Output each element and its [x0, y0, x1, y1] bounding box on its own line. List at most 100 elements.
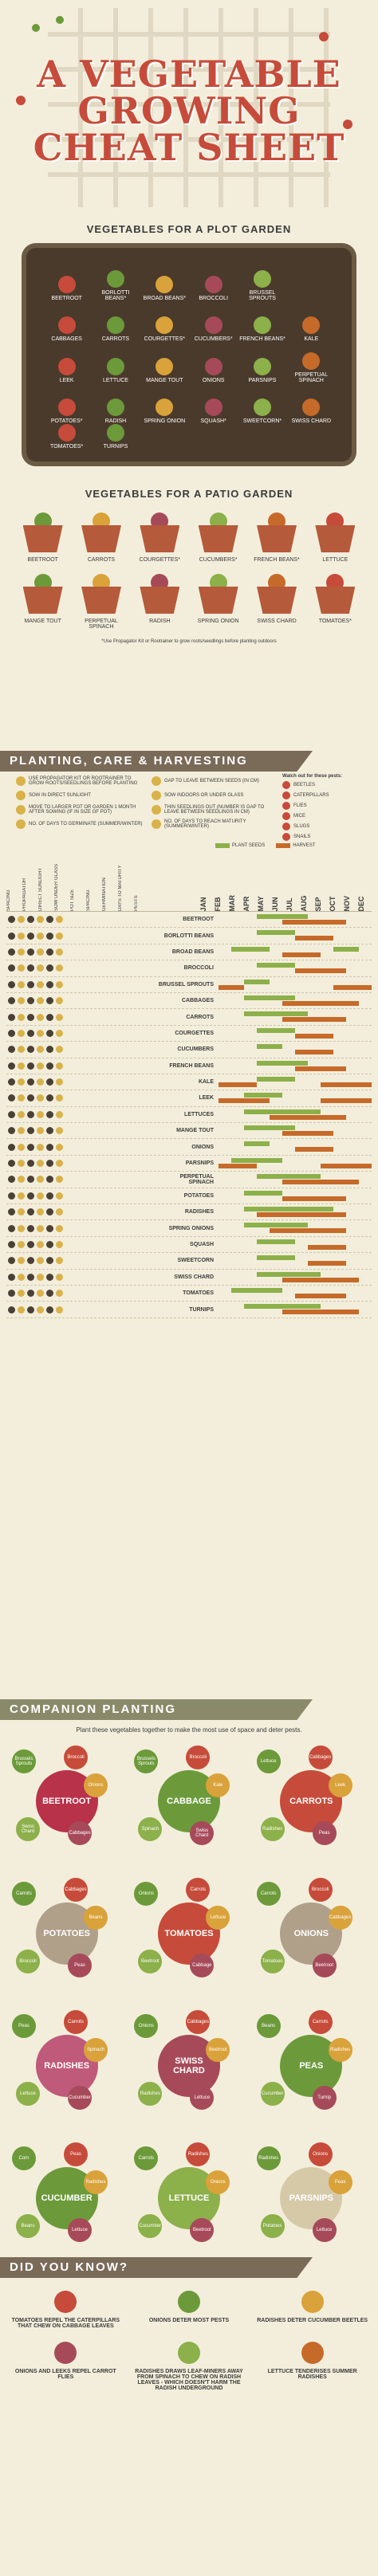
row-indicator-icon: [46, 1306, 53, 1314]
row-indicator-icon: [8, 1306, 15, 1314]
plot-veg-label: BROAD BEANS*: [143, 295, 186, 301]
title-line-2: GROWING: [77, 89, 301, 132]
table-row: COURGETTES: [6, 1026, 372, 1043]
row-indicator-icon: [27, 1224, 34, 1232]
companion-group: BEETROOT Brussels Sprouts Broccoli Onions Ca…: [8, 1742, 125, 1861]
row-icons: [6, 1273, 155, 1281]
pest-icon: [282, 781, 290, 789]
row-indicator-icon: [18, 1241, 25, 1248]
fact-item: RADISHES DRAWS LEAF-MINERS AWAY FROM SPI…: [132, 2337, 247, 2391]
row-indicator-icon: [37, 1241, 44, 1248]
legend-icon: [16, 805, 26, 815]
table-row: CUCUMBERS: [6, 1042, 372, 1058]
row-bars: [219, 1042, 372, 1057]
row-bars: [219, 1270, 372, 1285]
row-indicator-icon: [27, 1192, 34, 1200]
row-icons: [6, 1241, 155, 1248]
vegetable-icon: [301, 2291, 324, 2313]
row-indicator-icon: [46, 1029, 53, 1037]
row-indicator-icon: [18, 1094, 25, 1102]
legend-icon: [16, 819, 26, 829]
planting-legend: USE PROPAGATOR KIT OR ROOTRAINER TO GROW…: [0, 772, 378, 843]
companion-partner: Carrots: [64, 2010, 88, 2034]
table-header: SPACING PROPAGATOR DIRECT SUNLIGHT SOW UNDE…: [6, 851, 372, 912]
companion-partner: Broccoli: [16, 1950, 40, 1973]
row-indicator-icon: [37, 1046, 44, 1054]
row-indicator-icon: [8, 1241, 15, 1248]
key-harvest: HARVEST: [276, 843, 315, 848]
row-indicator-icon: [27, 997, 34, 1005]
row-indicator-icon: [18, 932, 25, 940]
row-indicator-icon: [56, 1273, 63, 1281]
plant-seeds-bar: [231, 946, 270, 952]
row-icons: [6, 1257, 155, 1265]
row-indicator-icon: [46, 1143, 53, 1151]
plant-seeds-bar: [244, 1304, 321, 1310]
row-icons: [6, 1290, 155, 1298]
fact-illustration: [8, 2286, 124, 2318]
row-icons: [6, 916, 155, 924]
table-row: ONIONS: [6, 1139, 372, 1156]
planting-table: SPACING PROPAGATOR DIRECT SUNLIGHT SOW UNDE…: [6, 851, 372, 1318]
row-icons: [6, 1078, 155, 1086]
harvest-bar: [321, 1082, 372, 1087]
row-indicator-icon: [56, 1176, 63, 1184]
plot-garden-section: VEGETABLES FOR A PLOT GARDEN BEETROOT BOR…: [0, 223, 378, 478]
row-indicator-icon: [37, 1143, 44, 1151]
row-bars: [219, 1253, 372, 1268]
companion-partner: Radishes: [260, 1817, 285, 1841]
plant-seeds-bar: [257, 1255, 295, 1261]
plot-veg-item: LETTUCE: [91, 342, 140, 383]
patio-pot-label: SWISS CHARD: [257, 618, 297, 624]
row-indicator-icon: [27, 1062, 34, 1070]
vegetable-icon: [204, 399, 222, 416]
fact-text: ONIONS AND LEEKS REPEL CARROT FLIES: [14, 2369, 116, 2380]
vegetable-icon: [57, 316, 76, 334]
row-indicator-icon: [18, 997, 25, 1005]
row-indicator-icon: [18, 1176, 25, 1184]
legend-icon: [152, 819, 161, 829]
harvest-bar: [282, 1180, 359, 1185]
plant-seeds-bar: [257, 1174, 321, 1180]
companion-group: ONIONS Carrots Broccoli Cabbages Beetroot Tom…: [253, 1874, 370, 1993]
row-icons: [6, 980, 155, 988]
row-name: CARROTS: [186, 1014, 214, 1020]
table-body: BEETROOT BORLOTTI BEANS BROAD BEANS BROCCOL…: [6, 912, 372, 1318]
companion-partner: Carrots: [256, 1882, 281, 1906]
column-header: PROPAGATOR: [22, 878, 27, 911]
harvest-bar: [282, 1196, 346, 1201]
pest-item: CATERPILLARS: [282, 791, 370, 799]
companion-partner: Cabbages: [68, 1821, 92, 1845]
plant-seeds-bar: [257, 1271, 321, 1277]
table-row: LEEK: [6, 1090, 372, 1107]
month-header: APR: [242, 895, 250, 911]
row-bars: [219, 977, 372, 992]
row-indicator-icon: [27, 980, 34, 988]
companion-group: PARSNIPS Radishes Onions Peas Lettuce Potatoe…: [253, 2138, 370, 2258]
patio-garden-grid: BEETROOT CARROTS COURGETTES* CUCUMBERS* FREN…: [14, 512, 364, 630]
row-indicator-icon: [37, 1208, 44, 1216]
row-name: LETTUCES: [184, 1111, 214, 1117]
row-indicator-icon: [27, 1208, 34, 1216]
table-row: BROAD BEANS: [6, 944, 372, 961]
patio-pot-item: CARROTS: [72, 512, 130, 563]
fact-text: TOMATOES REPEL THE CATERPILLARS THAT CHE…: [11, 2318, 120, 2329]
plot-veg-label: COURGETTES*: [144, 336, 185, 342]
table-row: CARROTS: [6, 1009, 372, 1026]
companion-partner: Beetroot: [312, 1954, 337, 1977]
plot-veg-item: SWISS CHARD: [287, 383, 336, 424]
row-indicator-icon: [8, 980, 15, 988]
row-name: BROCCOLI: [183, 965, 214, 972]
title-line-3: CHEAT SHEET: [33, 126, 345, 169]
row-indicator-icon: [27, 964, 34, 972]
harvest-bar: [308, 1244, 346, 1250]
planting-banner: PLANTING, CARE & HARVESTING: [0, 751, 313, 772]
companion-partner: Lettuce: [206, 1906, 230, 1930]
column-header: SOW UNDER GLASS: [54, 863, 59, 911]
table-row: PERPETUAL SPINACH: [6, 1172, 372, 1188]
plant-seeds-bar: [257, 914, 308, 919]
row-indicator-icon: [18, 1257, 25, 1265]
pest-icon: [282, 791, 290, 799]
companion-partner: Cucumber: [260, 2082, 285, 2106]
plant-seeds-bar: [244, 1190, 282, 1196]
